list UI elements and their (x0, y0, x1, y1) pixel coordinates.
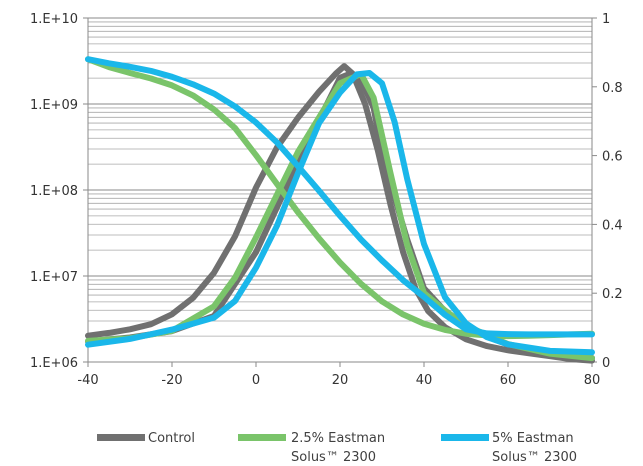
y-right-tick-label: 0.6 (602, 150, 623, 165)
x-tick-label: -20 (161, 373, 182, 388)
gridlines (88, 17, 592, 363)
y-right-tick-label: 1 (602, 12, 610, 27)
legend: Control 2.5% Eastman Solus™ 2300 5% Eastman… (97, 431, 577, 465)
series-2-line-b (85, 56, 595, 340)
x-tick-label: 20 (332, 373, 349, 388)
legend-swatch (441, 434, 489, 441)
y-left-tick-label: 1.E+08 (30, 184, 78, 199)
x-tick-label: 40 (416, 373, 433, 388)
series-1-line-b (85, 63, 595, 364)
tick-labels: 1.E+06 1.E+07 1.E+08 1.E+09 1.E+10 0 0.2 0.4 0.6… (30, 12, 623, 388)
y-right-tick-label: 0.2 (602, 287, 623, 302)
y-left-tick-label: 1.E+09 (30, 98, 78, 113)
legend-swatch (238, 434, 286, 441)
legend-label-line1: 5% Eastman (492, 431, 574, 446)
y-right-tick-label: 0 (602, 356, 610, 371)
legend-label-line1: Control (148, 431, 195, 446)
y-right-tick-label: 0.8 (602, 81, 623, 96)
x-tick-label: -40 (77, 373, 98, 388)
y-right-tick-label: 0.4 (602, 218, 623, 233)
legend-label-line2: Solus™ 2300 (291, 450, 376, 465)
x-tick-label: 60 (500, 373, 517, 388)
y-left-tick-label: 1.E+07 (30, 270, 78, 285)
y-left-tick-label: 1.E+06 (30, 356, 78, 371)
x-tick-label: 80 (584, 373, 601, 388)
legend-label-line2: Solus™ 2300 (492, 450, 577, 465)
legend-swatch (97, 434, 145, 441)
x-tick-label: 0 (252, 373, 260, 388)
legend-label-line1: 2.5% Eastman (291, 431, 385, 446)
series-3-line-b (85, 56, 595, 338)
series-group (85, 56, 595, 364)
y-left-tick-label: 1.E+10 (30, 12, 78, 27)
